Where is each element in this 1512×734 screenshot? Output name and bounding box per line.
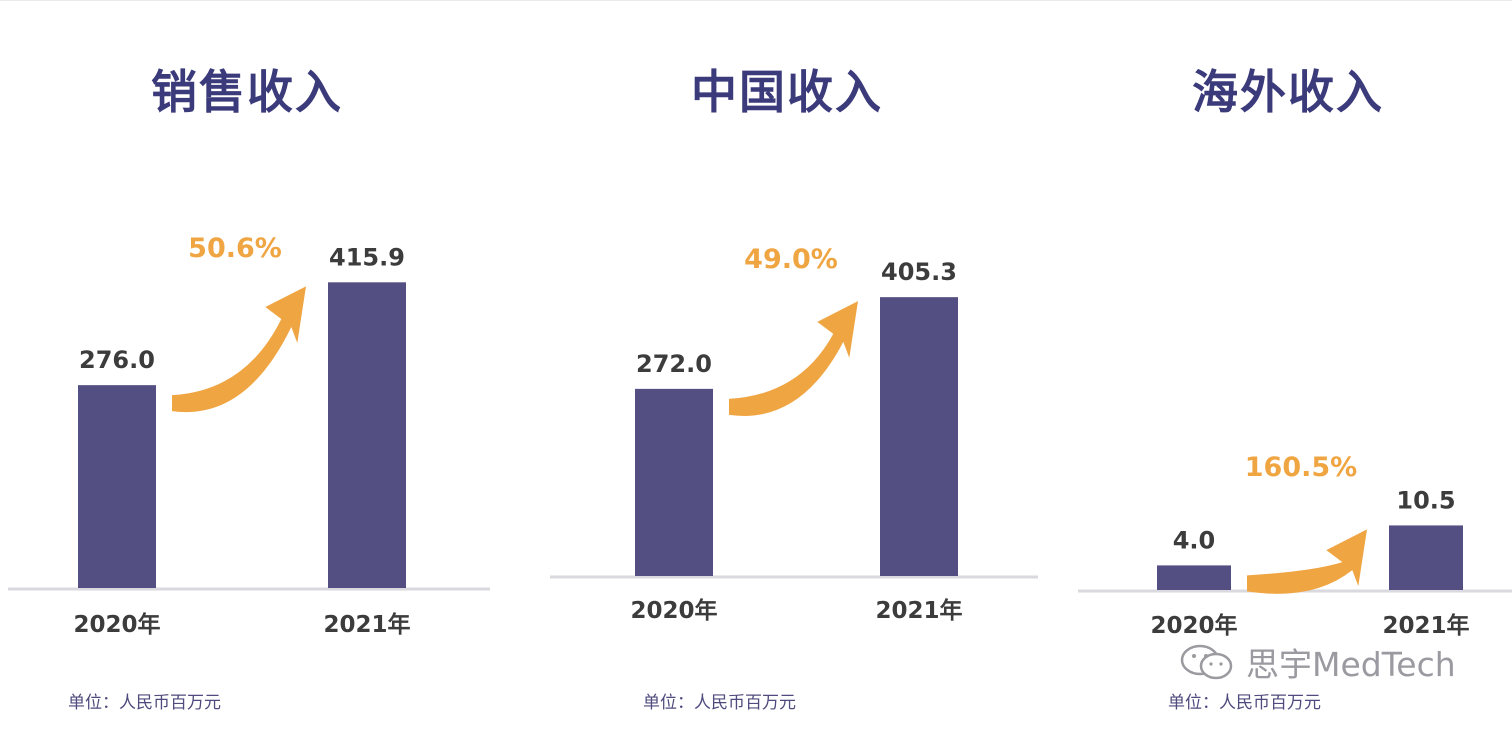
overseas-revenue-chart: 4.0 2020年 10.5 2021年 160.5% (1078, 452, 1512, 639)
bar-2020年 (78, 385, 156, 588)
bar-2021年 (880, 297, 958, 576)
category-label: 2021年 (323, 611, 410, 638)
wechat-icon (1180, 644, 1233, 680)
top-divider (0, 0, 1512, 1)
growth-label: 160.5% (1245, 452, 1357, 483)
unit-label: 单位：人民币百万元 (643, 693, 796, 713)
bar-2021年 (328, 282, 406, 588)
bar-2021年 (1389, 525, 1463, 590)
value-label: 276.0 (79, 346, 155, 374)
watermark-text: 思宇MedTech (1246, 645, 1456, 684)
growth-arrow-icon (1247, 529, 1367, 594)
growth-label: 50.6% (188, 233, 282, 264)
value-label: 272.0 (636, 350, 712, 378)
unit-label: 单位：人民币百万元 (68, 693, 221, 713)
bar-2020年 (635, 388, 713, 576)
category-label: 2021年 (1382, 612, 1469, 639)
china-revenue-panel: 中国收入 272.0 2020年 405.3 2021年 49.0% 单位：人民币百万元 (540, 0, 1040, 734)
category-label: 2020年 (1150, 612, 1237, 639)
sales-revenue-chart: 276.0 2020年 415.9 2021年 50.6% (8, 233, 490, 638)
category-label: 2020年 (73, 611, 160, 638)
sales-revenue-panel: 销售收入 276.0 2020年 415.9 2021年 50.6% 单位：人民币百万元 (0, 0, 500, 734)
value-label: 415.9 (329, 243, 405, 271)
category-label: 2020年 (630, 597, 717, 624)
value-label: 4.0 (1173, 526, 1216, 554)
growth-arrow-icon (729, 301, 858, 416)
china-revenue-chart: 272.0 2020年 405.3 2021年 49.0% (550, 244, 1038, 624)
growth-label: 49.0% (744, 244, 838, 275)
panel-title: 海外收入 (1192, 65, 1384, 119)
panel-title: 销售收入 (151, 65, 343, 119)
panel-title: 中国收入 (691, 65, 883, 119)
bar-2020年 (1157, 565, 1231, 590)
watermark: 思宇MedTech (1178, 640, 1456, 684)
category-label: 2021年 (875, 597, 962, 624)
growth-arrow-icon (172, 286, 306, 413)
value-label: 405.3 (881, 258, 957, 286)
value-label: 10.5 (1396, 486, 1455, 514)
overseas-revenue-panel: 海外收入 4.0 2020年 10.5 2021年 160.5% 单位：人民币百万元 (1070, 0, 1512, 734)
unit-label: 单位：人民币百万元 (1168, 693, 1321, 713)
